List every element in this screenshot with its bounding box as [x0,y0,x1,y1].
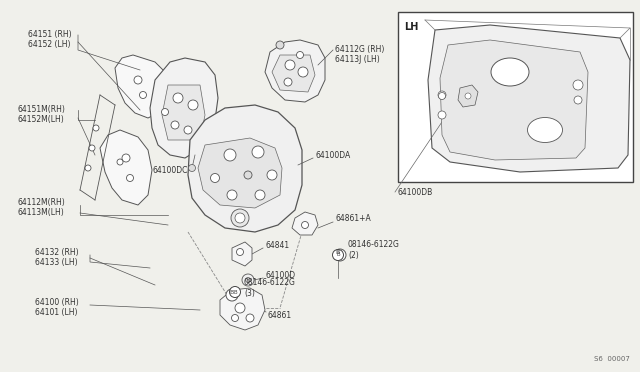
Circle shape [235,303,245,313]
Circle shape [224,149,236,161]
Text: B: B [336,253,340,257]
Polygon shape [292,212,318,235]
Polygon shape [440,40,588,160]
Text: 08146-6122G
(2): 08146-6122G (2) [348,240,400,260]
Text: 64100DB: 64100DB [398,187,433,196]
Circle shape [232,314,239,321]
Circle shape [122,154,130,162]
Text: 64100D: 64100D [265,270,295,279]
Circle shape [140,92,147,99]
Text: S6 00007: S6 00007 [594,356,630,362]
Circle shape [184,126,192,134]
Polygon shape [115,55,168,118]
Circle shape [227,190,237,200]
Polygon shape [162,85,205,140]
Circle shape [188,100,198,110]
Text: 64151M(RH)
64152M(LH): 64151M(RH) 64152M(LH) [18,105,66,124]
Text: 64132 (RH)
64133 (LH): 64132 (RH) 64133 (LH) [35,248,79,267]
Text: 64151 (RH)
64152 (LH): 64151 (RH) 64152 (LH) [28,30,72,49]
Circle shape [89,145,95,151]
Bar [398,12,633,182]
Circle shape [438,111,446,119]
Text: 08146-6122G
(3): 08146-6122G (3) [244,278,296,298]
Polygon shape [100,130,152,205]
Text: B: B [230,289,234,295]
Circle shape [235,213,245,223]
Circle shape [255,190,265,200]
Circle shape [230,286,241,298]
Text: 64841: 64841 [265,241,289,250]
Circle shape [127,174,134,182]
Circle shape [574,96,582,104]
Circle shape [438,93,445,99]
Circle shape [237,248,243,256]
Circle shape [267,170,277,180]
Circle shape [276,41,284,49]
Circle shape [226,289,238,301]
Text: B: B [335,250,339,254]
Text: 64112G (RH)
64113J (LH): 64112G (RH) 64113J (LH) [335,45,385,64]
Circle shape [301,221,308,228]
Text: 64100DC: 64100DC [152,166,188,174]
Circle shape [334,249,346,261]
Circle shape [173,93,183,103]
Circle shape [285,60,295,70]
Circle shape [231,209,249,227]
Text: LH: LH [404,22,419,32]
Circle shape [298,67,308,77]
Circle shape [134,76,142,84]
Polygon shape [232,242,252,266]
Ellipse shape [527,118,563,142]
Circle shape [284,78,292,86]
Circle shape [252,146,264,158]
Text: 64112M(RH)
64113M(LH): 64112M(RH) 64113M(LH) [18,198,66,217]
Circle shape [246,278,250,282]
Text: 64100 (RH)
64101 (LH): 64100 (RH) 64101 (LH) [35,298,79,317]
Circle shape [211,173,220,183]
Circle shape [161,109,168,115]
Polygon shape [188,105,302,232]
Circle shape [93,125,99,131]
Text: 64861+A: 64861+A [335,214,371,222]
Circle shape [246,314,254,322]
Polygon shape [272,55,315,92]
Circle shape [189,164,195,171]
Polygon shape [220,288,265,330]
Polygon shape [428,25,630,172]
Circle shape [85,165,91,171]
Circle shape [242,274,254,286]
Text: 64861: 64861 [268,311,292,320]
Circle shape [573,80,583,90]
Text: B: B [233,289,237,295]
Text: 64100DA: 64100DA [315,151,350,160]
Polygon shape [198,138,282,208]
Polygon shape [265,40,325,102]
Circle shape [438,91,446,99]
Polygon shape [458,85,478,107]
Circle shape [171,121,179,129]
Circle shape [244,171,252,179]
Circle shape [336,251,344,259]
Ellipse shape [491,58,529,86]
Circle shape [333,250,344,260]
Circle shape [465,93,471,99]
Circle shape [296,51,303,58]
Circle shape [117,159,123,165]
Polygon shape [150,58,218,158]
